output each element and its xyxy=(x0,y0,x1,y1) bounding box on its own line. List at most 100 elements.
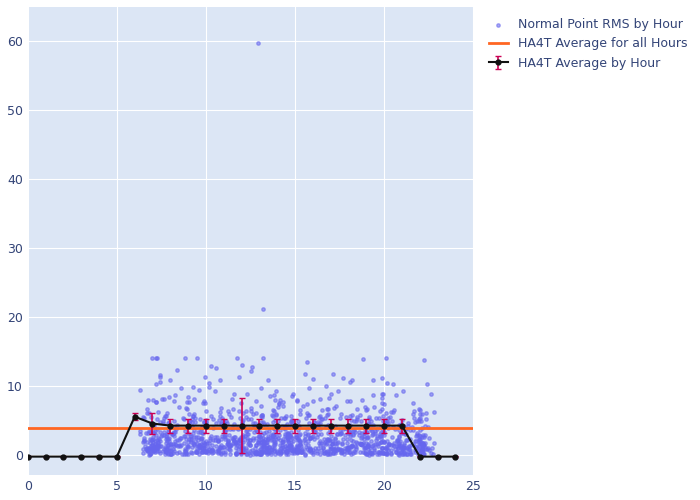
Normal Point RMS by Hour xyxy=(198,442,209,450)
Normal Point RMS by Hour xyxy=(358,444,370,452)
Normal Point RMS by Hour xyxy=(302,431,314,439)
Normal Point RMS by Hour xyxy=(381,378,392,386)
Normal Point RMS by Hour xyxy=(198,442,209,450)
Normal Point RMS by Hour xyxy=(263,446,274,454)
Normal Point RMS by Hour xyxy=(267,432,279,440)
Normal Point RMS by Hour xyxy=(183,438,194,446)
Normal Point RMS by Hour xyxy=(304,446,316,454)
Normal Point RMS by Hour xyxy=(349,428,360,436)
Normal Point RMS by Hour xyxy=(384,414,395,422)
Normal Point RMS by Hour xyxy=(234,434,245,442)
Normal Point RMS by Hour xyxy=(251,409,262,417)
Normal Point RMS by Hour xyxy=(282,450,293,458)
Normal Point RMS by Hour xyxy=(255,434,266,442)
Normal Point RMS by Hour xyxy=(379,444,391,452)
Normal Point RMS by Hour xyxy=(386,446,397,454)
Normal Point RMS by Hour xyxy=(186,418,197,426)
Normal Point RMS by Hour xyxy=(308,426,319,434)
Normal Point RMS by Hour xyxy=(220,450,231,458)
Normal Point RMS by Hour xyxy=(341,424,352,432)
Normal Point RMS by Hour xyxy=(396,416,407,424)
Normal Point RMS by Hour xyxy=(378,437,389,445)
Normal Point RMS by Hour xyxy=(365,448,376,456)
Normal Point RMS by Hour xyxy=(373,448,384,456)
Normal Point RMS by Hour xyxy=(341,434,352,442)
Normal Point RMS by Hour xyxy=(153,442,164,450)
Normal Point RMS by Hour xyxy=(350,444,361,452)
Normal Point RMS by Hour xyxy=(285,440,296,448)
Normal Point RMS by Hour xyxy=(226,424,237,432)
Normal Point RMS by Hour xyxy=(414,440,425,448)
Normal Point RMS by Hour xyxy=(405,436,416,444)
Normal Point RMS by Hour xyxy=(396,446,407,454)
Normal Point RMS by Hour xyxy=(335,449,346,457)
Normal Point RMS by Hour xyxy=(148,447,159,455)
Normal Point RMS by Hour xyxy=(376,449,387,457)
Normal Point RMS by Hour xyxy=(138,438,149,446)
Normal Point RMS by Hour xyxy=(195,425,206,433)
Normal Point RMS by Hour xyxy=(195,442,206,450)
Normal Point RMS by Hour xyxy=(304,445,315,453)
Normal Point RMS by Hour xyxy=(354,440,365,448)
Normal Point RMS by Hour xyxy=(255,433,266,441)
Normal Point RMS by Hour xyxy=(398,444,409,452)
Normal Point RMS by Hour xyxy=(180,404,191,412)
Normal Point RMS by Hour xyxy=(149,428,160,436)
Normal Point RMS by Hour xyxy=(358,356,369,364)
Normal Point RMS by Hour xyxy=(234,414,246,422)
Normal Point RMS by Hour xyxy=(332,445,344,453)
Normal Point RMS by Hour xyxy=(380,450,391,458)
Normal Point RMS by Hour xyxy=(368,390,379,398)
Normal Point RMS by Hour xyxy=(371,424,382,432)
Normal Point RMS by Hour xyxy=(199,400,211,407)
Normal Point RMS by Hour xyxy=(388,440,399,448)
Normal Point RMS by Hour xyxy=(286,420,297,428)
Normal Point RMS by Hour xyxy=(230,438,241,446)
Normal Point RMS by Hour xyxy=(300,430,311,438)
Normal Point RMS by Hour xyxy=(139,414,150,422)
Normal Point RMS by Hour xyxy=(273,400,284,408)
Normal Point RMS by Hour xyxy=(212,438,223,446)
Normal Point RMS by Hour xyxy=(162,430,173,438)
Normal Point RMS by Hour xyxy=(190,448,202,456)
Normal Point RMS by Hour xyxy=(265,392,276,400)
Normal Point RMS by Hour xyxy=(269,424,280,432)
Normal Point RMS by Hour xyxy=(256,412,267,420)
Normal Point RMS by Hour xyxy=(423,444,434,452)
Normal Point RMS by Hour xyxy=(371,414,382,422)
Normal Point RMS by Hour xyxy=(176,450,188,458)
Normal Point RMS by Hour xyxy=(280,448,291,456)
Normal Point RMS by Hour xyxy=(258,418,269,426)
Normal Point RMS by Hour xyxy=(202,446,213,454)
Normal Point RMS by Hour xyxy=(274,436,286,444)
Normal Point RMS by Hour xyxy=(329,436,340,444)
Normal Point RMS by Hour xyxy=(214,442,225,450)
Normal Point RMS by Hour xyxy=(306,448,317,456)
Normal Point RMS by Hour xyxy=(154,449,165,457)
Normal Point RMS by Hour xyxy=(372,440,383,448)
Normal Point RMS by Hour xyxy=(153,435,164,443)
Normal Point RMS by Hour xyxy=(183,450,194,458)
Legend: Normal Point RMS by Hour, HA4T Average for all Hours, HA4T Average by Hour: Normal Point RMS by Hour, HA4T Average f… xyxy=(484,13,692,74)
Normal Point RMS by Hour xyxy=(171,441,182,449)
Normal Point RMS by Hour xyxy=(343,422,354,430)
Normal Point RMS by Hour xyxy=(278,398,289,406)
Normal Point RMS by Hour xyxy=(160,440,172,448)
Normal Point RMS by Hour xyxy=(234,424,246,432)
Normal Point RMS by Hour xyxy=(344,448,356,456)
Normal Point RMS by Hour xyxy=(283,437,294,445)
Normal Point RMS by Hour xyxy=(402,422,413,430)
Normal Point RMS by Hour xyxy=(374,448,386,456)
Normal Point RMS by Hour xyxy=(191,440,202,448)
Normal Point RMS by Hour xyxy=(214,408,225,416)
Normal Point RMS by Hour xyxy=(342,444,353,452)
Normal Point RMS by Hour xyxy=(356,441,368,449)
Normal Point RMS by Hour xyxy=(410,436,421,444)
Normal Point RMS by Hour xyxy=(189,418,200,426)
Normal Point RMS by Hour xyxy=(137,444,148,452)
Normal Point RMS by Hour xyxy=(318,439,330,447)
Normal Point RMS by Hour xyxy=(167,440,178,448)
Normal Point RMS by Hour xyxy=(322,410,333,418)
Normal Point RMS by Hour xyxy=(256,447,267,455)
Normal Point RMS by Hour xyxy=(331,430,342,438)
